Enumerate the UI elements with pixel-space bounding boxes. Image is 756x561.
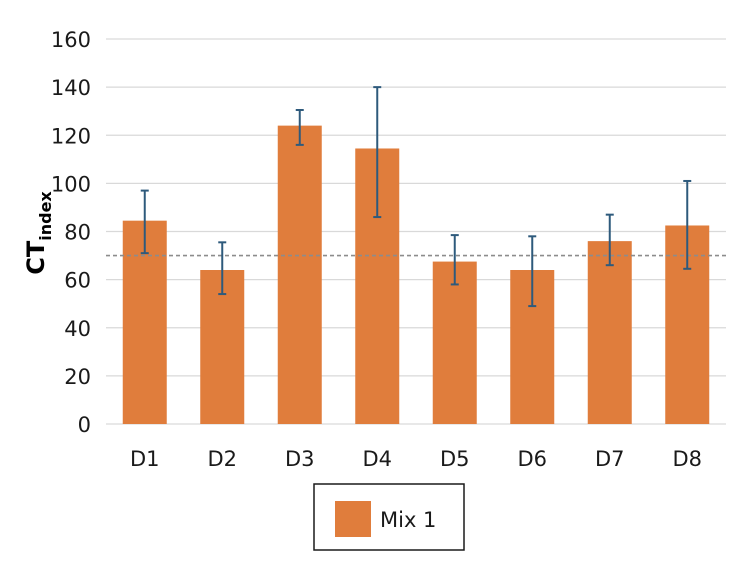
x-tick-label: D8 (672, 447, 702, 471)
error-bar-d7 (605, 213, 614, 267)
legend-swatch (335, 501, 371, 537)
error-bar-d1 (140, 189, 149, 255)
y-axis-ticks: 0 20 40 60 80 100 120 140 160 (51, 28, 91, 437)
x-tick-label: D6 (517, 447, 547, 471)
x-axis-ticks: D1 D2 D3 D4 D5 D6 D7 D8 (130, 447, 702, 471)
error-bar-d5 (450, 234, 459, 286)
y-tick-label: 80 (64, 221, 91, 245)
bar-d3 (277, 125, 322, 424)
y-tick-label: 60 (64, 269, 91, 293)
y-tick-label: 140 (51, 76, 91, 100)
x-tick-label: D7 (595, 447, 625, 471)
bars (122, 125, 710, 424)
error-bar-d4 (373, 86, 382, 219)
bar-d1 (122, 220, 167, 424)
y-tick-label: 120 (51, 124, 91, 148)
bar-d7 (587, 241, 632, 424)
y-tick-label: 40 (64, 317, 91, 341)
x-tick-label: D3 (285, 447, 315, 471)
y-tick-label: 20 (64, 365, 91, 389)
legend: Mix 1 (313, 483, 465, 551)
error-bar-d6 (528, 235, 537, 308)
error-bars (140, 86, 692, 308)
error-bar-d2 (218, 241, 227, 296)
x-tick-label: D2 (207, 447, 237, 471)
y-axis-label-sub: index (36, 191, 55, 241)
bar-d5 (432, 261, 477, 424)
bar-d2 (200, 270, 245, 424)
error-bar-d8 (683, 179, 692, 270)
y-tick-label: 160 (51, 28, 91, 52)
gridlines (106, 38, 726, 425)
y-axis-label-main: CT (22, 240, 50, 275)
y-axis-label: CTindex (22, 191, 55, 275)
x-tick-label: D5 (440, 447, 470, 471)
y-tick-label: 100 (51, 172, 91, 196)
y-tick-label: 0 (78, 413, 91, 437)
error-bar-d3 (295, 108, 304, 146)
legend-label: Mix 1 (380, 508, 436, 532)
x-tick-label: D4 (362, 447, 392, 471)
x-tick-label: D1 (130, 447, 160, 471)
